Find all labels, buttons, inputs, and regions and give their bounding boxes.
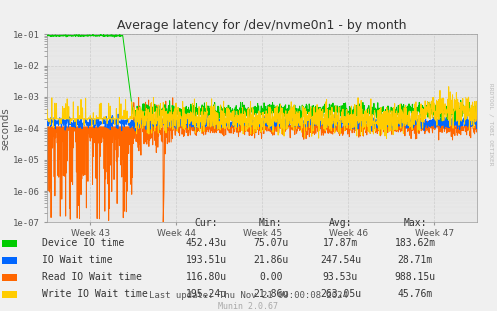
Text: Read IO Wait time: Read IO Wait time — [42, 272, 142, 282]
Text: 75.07u: 75.07u — [253, 238, 288, 248]
Y-axis label: seconds: seconds — [0, 107, 10, 150]
Text: 21.86u: 21.86u — [253, 255, 288, 265]
Text: IO Wait time: IO Wait time — [42, 255, 113, 265]
Text: Cur:: Cur: — [194, 218, 218, 228]
Text: 183.62m: 183.62m — [395, 238, 435, 248]
Text: 17.87m: 17.87m — [323, 238, 358, 248]
Text: 263.05u: 263.05u — [320, 289, 361, 299]
Text: Min:: Min: — [259, 218, 283, 228]
Text: 452.43u: 452.43u — [186, 238, 227, 248]
Title: Average latency for /dev/nvme0n1 - by month: Average latency for /dev/nvme0n1 - by mo… — [117, 19, 407, 32]
Text: 247.54u: 247.54u — [320, 255, 361, 265]
Text: Write IO Wait time: Write IO Wait time — [42, 289, 148, 299]
Text: Max:: Max: — [403, 218, 427, 228]
Text: RRDTOOL / TOBI OETIKER: RRDTOOL / TOBI OETIKER — [489, 83, 494, 166]
Text: 116.80u: 116.80u — [186, 272, 227, 282]
Text: 45.76m: 45.76m — [398, 289, 432, 299]
Text: Last update: Thu Nov 21 09:00:08 2024: Last update: Thu Nov 21 09:00:08 2024 — [149, 291, 348, 300]
Text: 93.53u: 93.53u — [323, 272, 358, 282]
Text: 193.51u: 193.51u — [186, 255, 227, 265]
Text: 0.00: 0.00 — [259, 272, 283, 282]
Text: 28.71m: 28.71m — [398, 255, 432, 265]
Text: 21.86u: 21.86u — [253, 289, 288, 299]
Text: Device IO time: Device IO time — [42, 238, 124, 248]
Text: Munin 2.0.67: Munin 2.0.67 — [219, 301, 278, 310]
Text: Avg:: Avg: — [329, 218, 352, 228]
Text: 988.15u: 988.15u — [395, 272, 435, 282]
Text: 195.24u: 195.24u — [186, 289, 227, 299]
